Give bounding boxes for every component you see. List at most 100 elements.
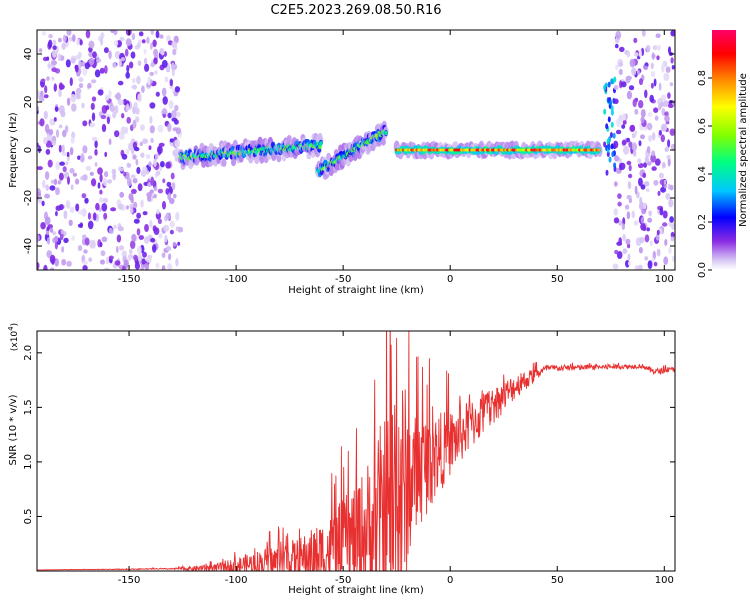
spectrogram-cell xyxy=(148,145,152,150)
colorbar-tick-label: 0.2 xyxy=(697,214,708,230)
spectrogram-cell xyxy=(626,137,630,143)
spectrogram-cell xyxy=(640,184,646,190)
spectrogram-cell xyxy=(69,36,73,42)
spectrogram-cell xyxy=(161,59,168,68)
colorbar-tick-label: 0.8 xyxy=(697,70,708,86)
spectrogram-cell xyxy=(137,60,142,66)
spectrogram-cell xyxy=(644,89,648,99)
spectrogram-cell xyxy=(157,218,162,225)
spectrogram-cell xyxy=(162,200,166,210)
spectrogram-cell xyxy=(159,34,164,39)
spectrogram-cell xyxy=(146,36,150,44)
spectrogram-cell xyxy=(44,216,51,225)
spectrogram-cell xyxy=(650,62,654,70)
spectrogram-cell xyxy=(106,116,110,125)
spectrogram-cell xyxy=(82,260,88,266)
spectrogram-cell xyxy=(38,48,43,53)
spectrogram-cell xyxy=(131,233,137,242)
spectrogram-cell xyxy=(141,39,146,44)
spectrogram-cell xyxy=(61,151,68,156)
spectrogram-cell xyxy=(150,137,154,143)
spectrogram-cell xyxy=(165,161,171,169)
spectrogram-cell xyxy=(667,46,672,54)
spectrogram-cell xyxy=(153,186,158,192)
spectrogram-cell xyxy=(150,30,155,36)
snr-axes: -150 -100 -50 0 50 100 0.5 1.0 1.5 2.0 xyxy=(23,331,675,586)
spectrogram-cell xyxy=(53,178,58,186)
spectrogram-cell xyxy=(155,30,160,39)
spectrogram-cell xyxy=(100,36,104,46)
spectrogram-cell xyxy=(149,115,153,124)
spectrogram-cell xyxy=(171,62,175,71)
spectrogram-cell xyxy=(631,67,637,76)
spectrogram-cell xyxy=(92,51,97,59)
spectrogram-cell xyxy=(81,102,85,109)
spectrogram-cell xyxy=(43,110,48,120)
spectrogram-cell xyxy=(88,51,94,58)
spectrogram-cell xyxy=(124,48,129,57)
spectrogram-cell xyxy=(161,87,167,97)
spectrogram-cell xyxy=(670,30,675,37)
spectrogram-cell xyxy=(91,136,98,142)
spectrogram-cell xyxy=(97,167,103,175)
spectrogram-cell xyxy=(138,31,144,37)
spectrogram-cell xyxy=(667,92,671,99)
spectrogram-cell xyxy=(613,84,619,91)
spectrogram-cell xyxy=(125,148,130,155)
spectrogram-cell xyxy=(100,114,107,120)
spectrogram-cell xyxy=(162,96,168,105)
spectrogram-cell xyxy=(149,102,156,109)
spectrogram-cell xyxy=(649,240,653,247)
spectrogram-cell xyxy=(132,77,136,84)
x-tick-label: -100 xyxy=(225,274,248,285)
spectrogram-cell xyxy=(44,171,50,180)
spectrogram-cell xyxy=(613,217,620,224)
x-tick-label: 0 xyxy=(447,575,453,586)
spectrogram-cell xyxy=(670,143,675,150)
spectrogram-cell xyxy=(664,239,668,246)
spectrogram-cell xyxy=(172,241,177,247)
spectrogram-cell xyxy=(83,249,88,254)
spectrogram-cell xyxy=(664,147,669,152)
spectrogram-cell xyxy=(167,192,172,201)
spectrogram-cell xyxy=(162,108,167,115)
spectrogram-cell xyxy=(42,31,46,36)
spectrogram-cell xyxy=(644,256,649,261)
spectrogram-cell xyxy=(43,137,48,145)
spectrogram-cell xyxy=(164,76,169,83)
spectrogram-cell xyxy=(72,34,76,42)
spectrogram-cell xyxy=(48,39,53,49)
spectrogram-cell xyxy=(628,261,631,266)
spectrogram-cell xyxy=(166,181,172,188)
spectrogram-cell xyxy=(660,134,665,143)
spectrogram-cell xyxy=(669,216,674,223)
spectrogram-cell xyxy=(121,153,128,160)
spectrogram-cell xyxy=(48,34,53,39)
spectrogram-cell xyxy=(609,132,613,138)
spectrogram-cell xyxy=(603,84,607,91)
spectrogram-cell xyxy=(56,129,59,138)
spectrogram-cell xyxy=(637,162,644,169)
spectrogram-cell xyxy=(89,171,94,176)
spectrogram-cell xyxy=(626,90,633,100)
spectrogram-cell xyxy=(119,245,124,251)
spectrogram-cell xyxy=(139,141,144,147)
spectrogram-cell xyxy=(67,176,70,185)
spectrogram-cell xyxy=(66,260,72,267)
spectrogram-cell xyxy=(126,64,130,73)
spectrogram-cell xyxy=(65,59,71,68)
spectrogram-cell xyxy=(643,162,648,168)
spectrogram-cell xyxy=(108,90,112,98)
spectrogram-cell xyxy=(127,163,132,168)
spectrogram-cell xyxy=(52,45,57,51)
spectrogram-cell xyxy=(163,224,170,232)
spectrogram-cell xyxy=(114,94,120,99)
snr-series-line xyxy=(37,331,675,571)
spectrogram-cell xyxy=(150,62,155,68)
spectrogram-cell xyxy=(159,48,164,55)
spectrogram-cell xyxy=(661,162,666,169)
spectrogram-cell xyxy=(40,222,46,230)
spectrogram-cell xyxy=(644,181,650,187)
spectrogram-cell xyxy=(616,251,623,259)
spectrogram-cell xyxy=(69,168,75,174)
